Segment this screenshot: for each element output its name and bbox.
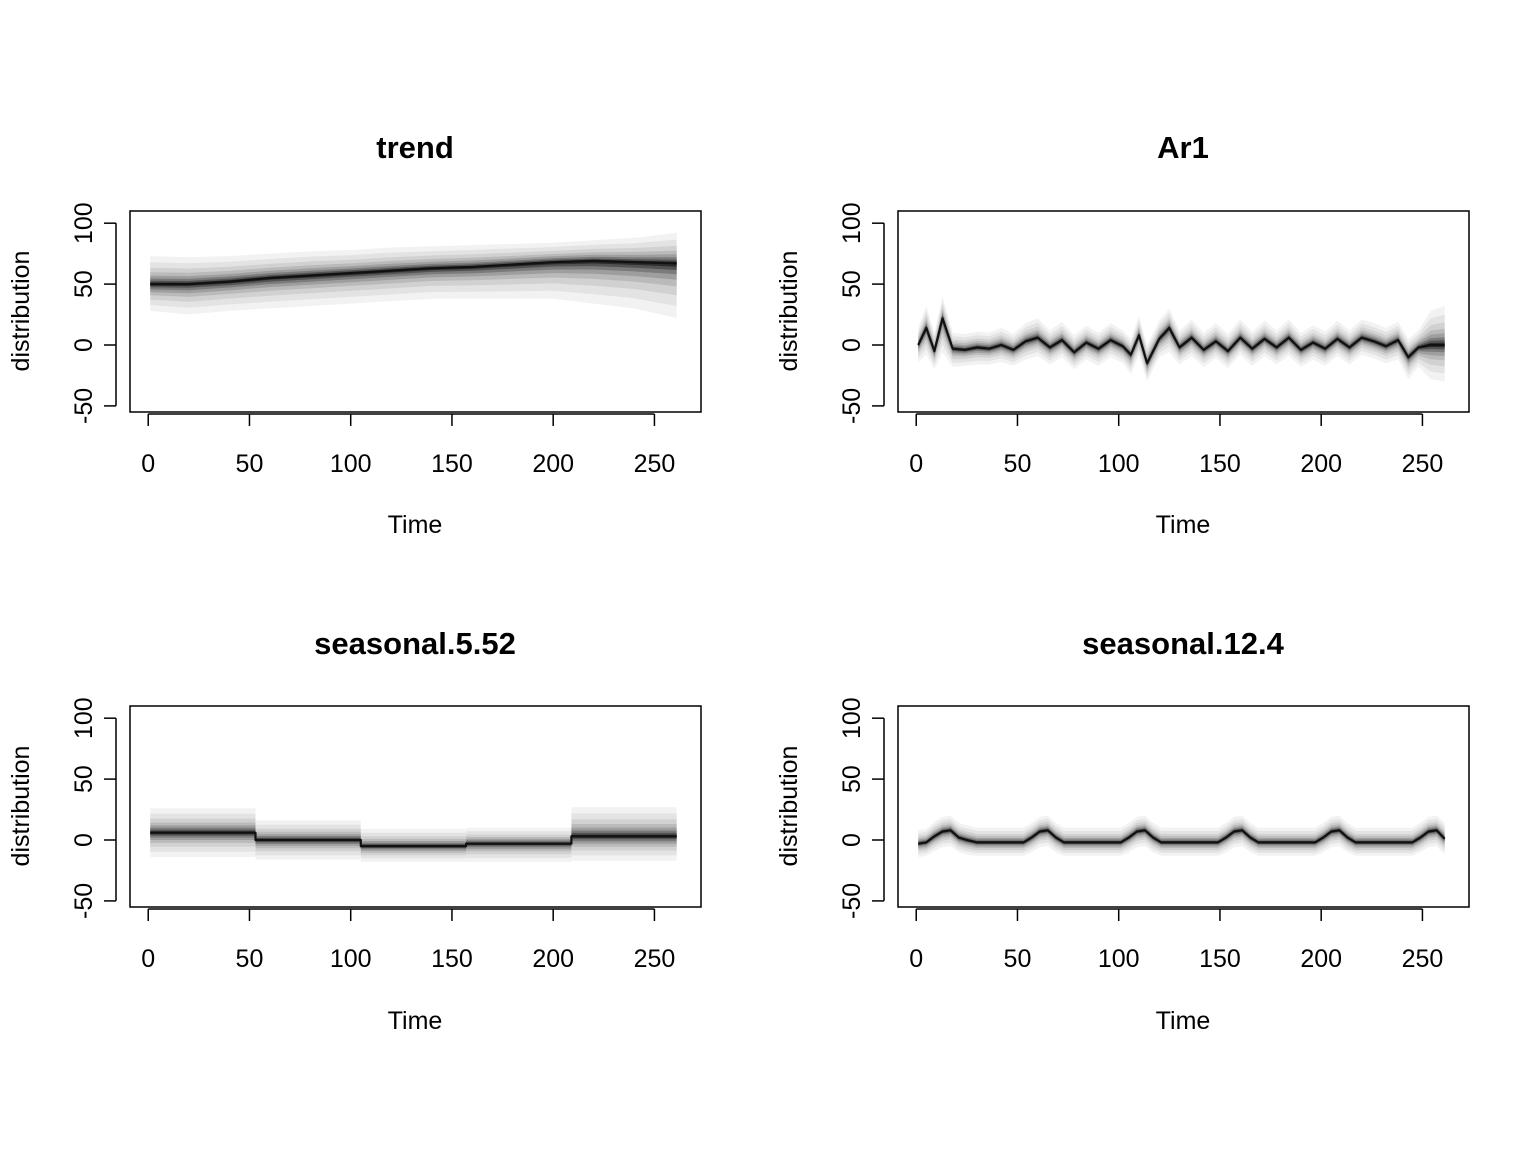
y-axis-label: distribution <box>7 251 35 372</box>
plot-frame <box>129 210 702 413</box>
x-tick-label: 150 <box>1199 945 1241 973</box>
x-tick-label: 250 <box>1402 945 1444 973</box>
y-tick-label: 100 <box>70 697 98 739</box>
y-tick-label: -50 <box>70 388 98 424</box>
density-band <box>150 232 677 319</box>
quantile-band-2 <box>150 239 677 308</box>
x-tick-label: 200 <box>1300 945 1342 973</box>
y-tick-label: 0 <box>70 338 98 352</box>
y-tick-label: 0 <box>838 338 866 352</box>
x-tick-label: 50 <box>1004 945 1032 973</box>
panel-ar1: Ar1 0 50 100 150 200 250 -50 0 50 100 Time distri… <box>775 130 1470 539</box>
panel-trend: trend 0 50 100 150 200 250 -50 0 50 100 Time dist… <box>7 130 702 539</box>
x-tick-label: 100 <box>330 945 372 973</box>
quantile-band-5 <box>150 254 677 294</box>
y-tick-label: 100 <box>838 697 866 739</box>
y-tick-label: 50 <box>838 765 866 793</box>
x-tick-label: 150 <box>431 945 473 973</box>
y-tick-label: -50 <box>838 388 866 424</box>
y-tick-label: 50 <box>70 765 98 793</box>
x-tick-label: 0 <box>909 945 923 973</box>
quantile-band-3 <box>918 821 1445 852</box>
axes: 0 50 100 150 200 250 -50 0 50 100 <box>70 202 675 478</box>
x-axis-label: Time <box>1156 1007 1211 1035</box>
panel-title: Ar1 <box>1157 130 1209 165</box>
x-tick-label: 150 <box>431 450 473 478</box>
density-band <box>918 815 1446 858</box>
quantile-band-4 <box>150 822 677 853</box>
y-tick-label: 0 <box>838 833 866 847</box>
quantile-band-2 <box>150 813 677 859</box>
median-line <box>150 831 677 848</box>
y-tick-label: 50 <box>838 270 866 298</box>
quantile-band-7 <box>150 258 677 288</box>
median-line <box>918 829 1446 845</box>
y-axis-label: distribution <box>775 746 803 867</box>
panel-seasonal-12-4: seasonal.12.4 0 50 100 150 200 250 -50 0 50 100 T… <box>775 626 1470 1035</box>
x-tick-label: 200 <box>1300 450 1342 478</box>
panel-title: seasonal.5.52 <box>314 626 516 661</box>
x-tick-label: 50 <box>1004 450 1032 478</box>
density-band <box>917 296 1445 382</box>
axes: 0 50 100 150 200 250 -50 0 50 100 <box>838 697 1443 973</box>
axes: 0 50 100 150 200 250 -50 0 50 100 <box>838 202 1443 478</box>
x-tick-label: 250 <box>1402 450 1444 478</box>
quantile-band-1 <box>918 296 1445 382</box>
x-axis-label: Time <box>388 511 443 539</box>
x-tick-label: 0 <box>141 945 155 973</box>
axes: 0 50 100 150 200 250 -50 0 50 100 <box>70 697 675 973</box>
x-tick-label: 150 <box>1199 450 1241 478</box>
y-tick-label: 100 <box>838 202 866 244</box>
plot-frame <box>129 705 702 908</box>
plot-frame <box>897 705 1470 908</box>
x-tick-label: 50 <box>236 945 264 973</box>
x-tick-label: 50 <box>236 450 264 478</box>
plot-frame <box>897 210 1470 413</box>
y-tick-label: -50 <box>70 883 98 919</box>
median-line <box>917 317 1445 365</box>
x-tick-label: 100 <box>1098 945 1140 973</box>
quantile-band-3 <box>150 245 677 302</box>
quantile-band-3 <box>150 818 677 856</box>
y-axis-label: distribution <box>7 746 35 867</box>
panel-title: seasonal.12.4 <box>1082 626 1284 661</box>
panel-title: trend <box>376 130 454 165</box>
quantile-band-3 <box>918 305 1445 374</box>
x-tick-label: 0 <box>909 450 923 478</box>
density-band <box>150 807 677 862</box>
x-axis-label: Time <box>388 1007 443 1035</box>
quantile-band-2 <box>918 301 1445 378</box>
y-tick-label: 50 <box>70 270 98 298</box>
x-tick-label: 100 <box>330 450 372 478</box>
y-tick-label: 0 <box>70 833 98 847</box>
x-tick-label: 100 <box>1098 450 1140 478</box>
median-line <box>150 259 677 286</box>
quantile-band-1 <box>150 232 677 319</box>
x-axis-label: Time <box>1156 511 1211 539</box>
x-tick-label: 0 <box>141 450 155 478</box>
y-tick-label: -50 <box>838 883 866 919</box>
x-tick-label: 200 <box>532 945 574 973</box>
quantile-band-4 <box>918 309 1445 371</box>
x-tick-label: 250 <box>634 945 676 973</box>
quantile-band-1 <box>150 807 677 862</box>
x-tick-label: 200 <box>532 450 574 478</box>
y-axis-label: distribution <box>775 251 803 372</box>
panel-seasonal-5-52: seasonal.5.52 0 50 100 150 200 250 -50 0 50 100 T… <box>7 626 702 1035</box>
quantile-band-1 <box>918 815 1445 858</box>
y-tick-label: 100 <box>70 202 98 244</box>
quantile-band-6 <box>150 256 677 291</box>
x-tick-label: 250 <box>634 450 676 478</box>
quantile-band-2 <box>918 818 1445 855</box>
